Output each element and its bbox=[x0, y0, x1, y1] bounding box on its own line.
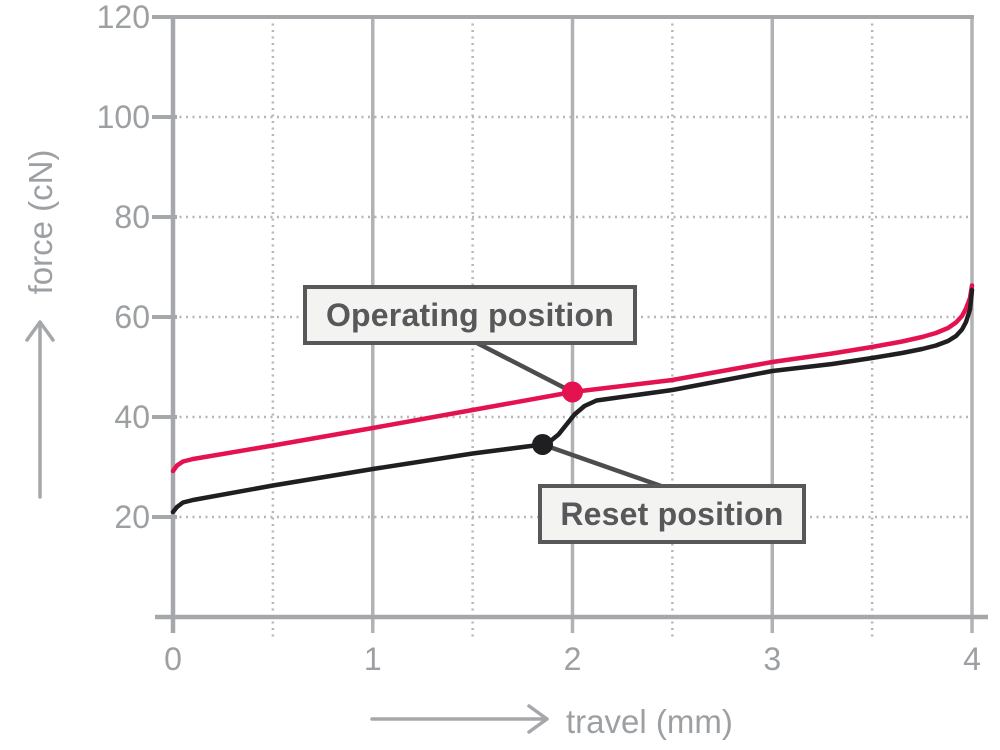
annotation-leader-line bbox=[475, 340, 574, 395]
x-axis-arrow-icon bbox=[370, 704, 549, 734]
y-tick-label: 20 bbox=[114, 499, 150, 535]
y-tick-label: 60 bbox=[114, 299, 150, 335]
y-axis-arrow-icon bbox=[25, 320, 55, 499]
curve-red bbox=[170, 283, 975, 474]
x-tick-label: 1 bbox=[364, 641, 382, 677]
x-axis-title: travel (mm) bbox=[566, 703, 733, 740]
annotation-leader-line bbox=[541, 442, 662, 489]
y-tick-label: 40 bbox=[114, 399, 150, 435]
annotation-dot bbox=[532, 434, 554, 455]
y-tick-label: 100 bbox=[97, 99, 150, 135]
y-tick-label: 80 bbox=[114, 199, 150, 235]
curve-black bbox=[170, 287, 975, 515]
x-tick-label: 2 bbox=[564, 641, 582, 677]
y-axis-title: force (cN) bbox=[22, 149, 59, 295]
y-tick-label: 120 bbox=[97, 0, 150, 35]
reset-position-label: Reset position bbox=[538, 484, 806, 544]
x-tick-label: 0 bbox=[164, 641, 182, 677]
x-tick-label: 3 bbox=[763, 641, 781, 677]
annotation-dot bbox=[562, 381, 583, 403]
operating-position-label: Operating position bbox=[303, 285, 637, 345]
x-tick-label: 4 bbox=[963, 641, 981, 677]
